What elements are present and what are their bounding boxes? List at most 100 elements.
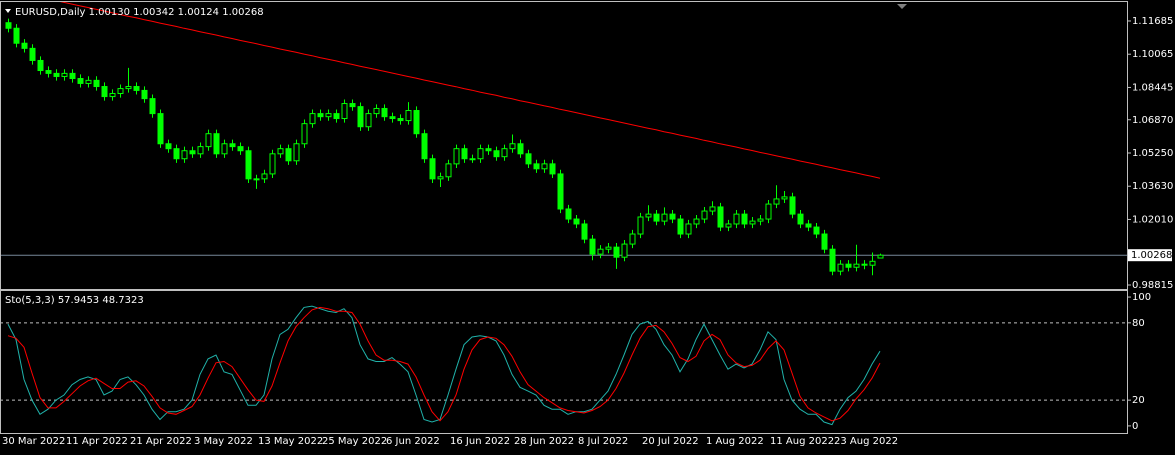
candle-body [109, 92, 116, 98]
candle-body [605, 246, 612, 250]
candle-body [141, 89, 148, 100]
candle-body [509, 143, 516, 150]
candle-body [397, 118, 404, 122]
y-tick-label: 1.06870 [1132, 115, 1173, 126]
candle-body [261, 173, 268, 180]
candle-body [21, 42, 28, 49]
stochastic-plot [1, 305, 1127, 426]
candle-body [405, 110, 412, 122]
candle-body [373, 107, 380, 115]
y-tick-label: 100 [1132, 292, 1151, 303]
candle-body [781, 196, 788, 200]
candle-body [173, 148, 180, 160]
y-tick-label: 0 [1132, 421, 1138, 432]
candle-body [637, 216, 644, 235]
candle-body [581, 223, 588, 240]
y-tick-label: 1.11685 [1132, 16, 1173, 27]
y-tick-label: 80 [1132, 318, 1145, 329]
candle-body [45, 70, 52, 74]
x-tick-label: 25 May 2022 [322, 436, 387, 447]
x-tick-label: 3 May 2022 [194, 436, 253, 447]
x-tick-label: 20 Jul 2022 [642, 436, 699, 447]
candle-body [269, 153, 276, 175]
candle-body [285, 148, 292, 162]
candle-body [477, 148, 484, 160]
candle-body [869, 260, 876, 266]
price-plot [1, 2, 1127, 276]
candle-body [493, 150, 500, 158]
candle-body [797, 213, 804, 225]
y-tick-label: 1.10065 [1132, 49, 1173, 60]
price-title: EURUSD,Daily 1.00130 1.00342 1.00124 1.0… [15, 7, 264, 18]
candle-body [549, 163, 556, 175]
candle-body [765, 203, 772, 220]
candle-body [525, 153, 532, 165]
candle-body [125, 86, 132, 90]
menu-arrow[interactable] [5, 9, 11, 13]
x-tick-label: 1 Aug 2022 [706, 436, 764, 447]
stochastic-panel-frame [0, 290, 1128, 434]
shift-marker [897, 4, 907, 9]
candle-body [309, 113, 316, 125]
candle-body [757, 218, 764, 222]
stochastic-line [7, 305, 881, 426]
candle-body [645, 213, 652, 218]
candle-body [741, 213, 748, 225]
candle-body [461, 148, 468, 160]
candle-body [445, 163, 452, 178]
candle-body [277, 148, 284, 155]
candle-body [837, 263, 844, 272]
x-tick-label: 21 Apr 2022 [130, 436, 192, 447]
candle-body [773, 198, 780, 205]
candle-body [189, 150, 196, 155]
candle-body [437, 176, 444, 180]
candle-body [413, 110, 420, 135]
candle-body [573, 218, 580, 225]
candle-body [861, 263, 868, 266]
candle-body [213, 133, 220, 155]
x-tick-label: 30 Mar 2022 [2, 436, 65, 447]
y-tick-label: 1.03630 [1132, 181, 1173, 192]
price-panel-frame [0, 1, 1128, 290]
candle-body [805, 223, 812, 228]
candle-body [253, 178, 260, 181]
candle-body [165, 143, 172, 150]
candle-body [789, 196, 796, 215]
candle-body [677, 218, 684, 235]
candle-body [357, 106, 364, 128]
x-tick-label: 6 Jun 2022 [386, 436, 440, 447]
candle-body [205, 133, 212, 148]
candle-body [501, 148, 508, 158]
candle-body [341, 103, 348, 120]
candle-body [181, 150, 188, 160]
candle-body [101, 86, 108, 98]
candle-body [597, 248, 604, 255]
candle-body [661, 213, 668, 222]
stochastic-title: Sto(5,3,3) 57.9453 48.7323 [5, 295, 144, 306]
candle-body [877, 254, 884, 259]
candle-body [685, 223, 692, 235]
candle-body [5, 22, 12, 29]
candle-body [117, 88, 124, 94]
x-tick-label: 28 Jun 2022 [514, 436, 574, 447]
y-tick-label: 0.98815 [1132, 280, 1173, 291]
candle-body [325, 113, 332, 118]
candle-body [485, 148, 492, 152]
candle-body [709, 206, 716, 212]
candle-body [157, 113, 164, 145]
moving-average [59, 2, 881, 179]
candle-body [85, 79, 92, 84]
candle-body [93, 79, 100, 88]
candle-body [237, 146, 244, 152]
candle-body [389, 116, 396, 120]
candle-body [317, 113, 324, 118]
candle-body [365, 113, 372, 128]
candle-body [541, 163, 548, 170]
y-tick-label: 20 [1132, 395, 1145, 406]
stochastic-line [7, 306, 881, 422]
candle-body [133, 86, 140, 91]
candle-body [565, 208, 572, 220]
price-label-box [1128, 249, 1172, 262]
candle-body [629, 233, 636, 245]
